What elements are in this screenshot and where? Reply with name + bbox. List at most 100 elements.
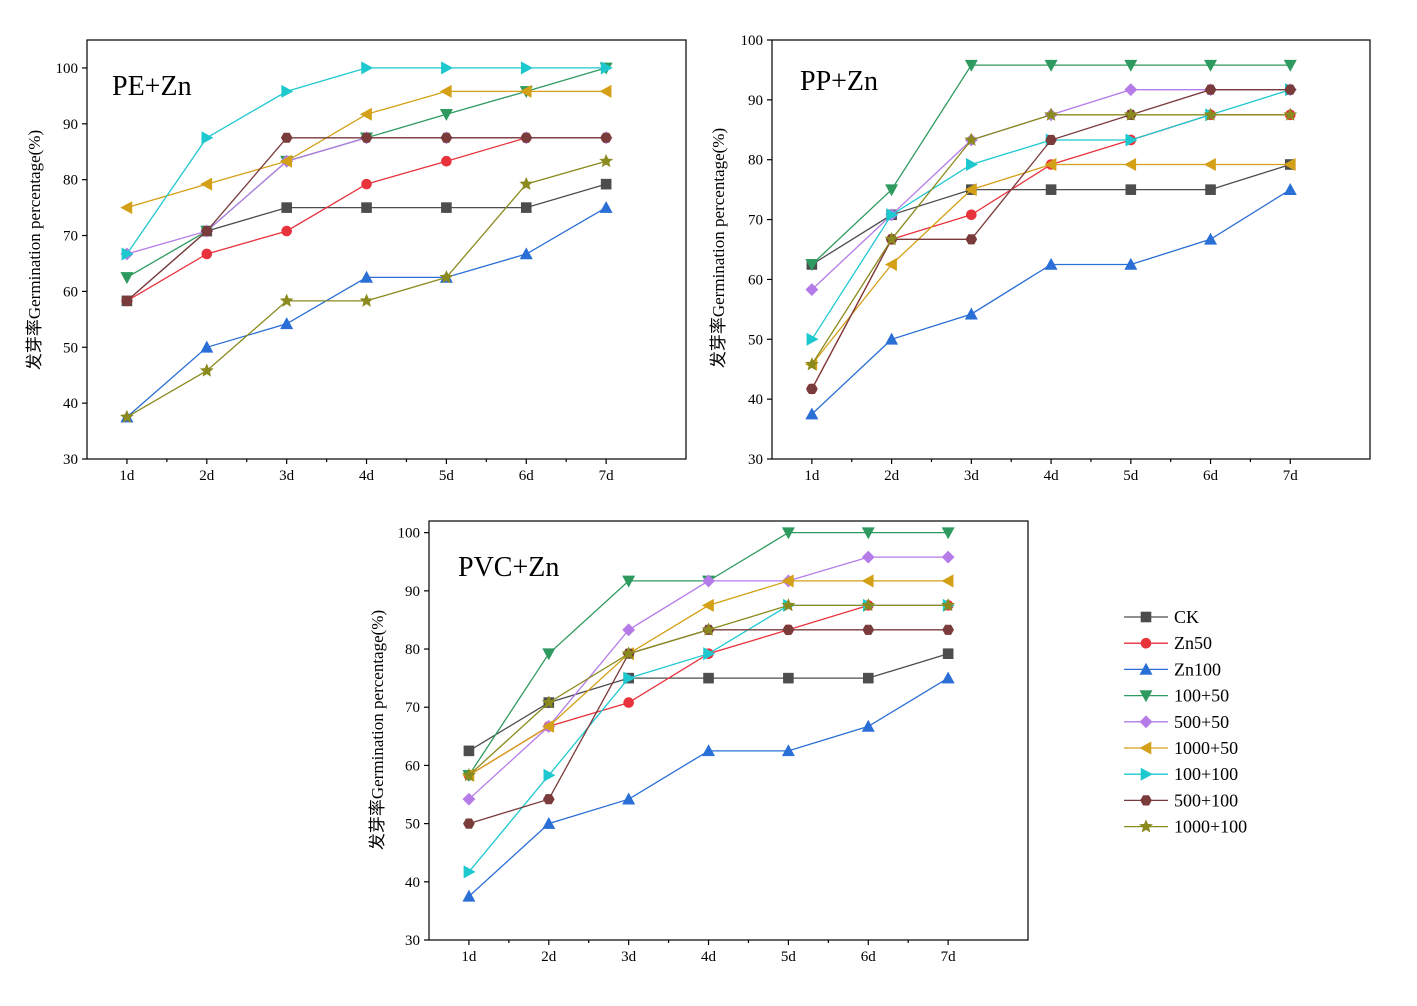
data-point — [361, 202, 372, 213]
data-point — [441, 155, 452, 167]
series-line — [468, 604, 949, 873]
legend-entry: CK — [1124, 607, 1199, 627]
data-point — [599, 153, 614, 168]
series-line — [126, 67, 607, 278]
data-point — [542, 794, 555, 805]
series-1000+100 — [462, 598, 956, 782]
data-point — [964, 132, 979, 146]
legend-entry: Zn50 — [1124, 633, 1212, 653]
data-point — [885, 332, 899, 345]
data-point — [884, 257, 897, 271]
data-point — [1204, 232, 1218, 245]
y-tick-label: 50 — [63, 340, 78, 356]
series-500+50 — [120, 131, 613, 261]
y-tick-label: 50 — [748, 332, 763, 348]
data-point — [806, 383, 818, 395]
x-tick-label: 4d — [1044, 468, 1060, 484]
series-line — [811, 163, 1291, 266]
data-point — [600, 178, 612, 190]
data-point — [360, 270, 374, 283]
data-point — [1044, 107, 1058, 121]
data-point — [1204, 59, 1218, 72]
legend-marker — [1140, 611, 1152, 623]
legend-label: Zn50 — [1174, 633, 1212, 653]
series-line — [811, 189, 1291, 415]
data-point — [542, 648, 556, 661]
y-tick-label: 90 — [63, 117, 78, 133]
y-tick-label: 30 — [748, 452, 763, 468]
y-tick-label: 100 — [398, 526, 421, 542]
series-500+100 — [121, 132, 612, 307]
legend-label: 500+50 — [1174, 712, 1229, 732]
data-point — [462, 889, 476, 902]
data-point — [519, 247, 533, 260]
x-tick-label: 4d — [359, 468, 375, 484]
series-line — [811, 114, 1291, 365]
series-100+50 — [120, 62, 613, 285]
y-tick-label: 40 — [63, 396, 78, 412]
data-point — [702, 574, 715, 588]
y-tick-label: 80 — [405, 642, 420, 658]
data-point — [1284, 84, 1297, 95]
series-CK — [806, 159, 1296, 270]
legend-entry: 500+100 — [1124, 790, 1238, 810]
data-point — [862, 624, 875, 635]
y-tick-label: 70 — [405, 700, 420, 716]
series-line — [811, 89, 1291, 390]
data-point — [121, 295, 133, 307]
data-point — [520, 61, 533, 75]
data-point — [1203, 157, 1216, 172]
series-line — [126, 160, 607, 418]
data-point — [781, 527, 795, 540]
data-point — [439, 84, 452, 98]
x-tick-label: 4d — [701, 949, 717, 965]
legend-label: 100+50 — [1174, 686, 1229, 706]
data-point — [120, 272, 134, 285]
x-tick-label: 5d — [1123, 468, 1139, 484]
series-line — [126, 207, 607, 418]
x-tick-label: 5d — [781, 949, 797, 965]
data-point — [281, 202, 292, 213]
data-point — [861, 598, 876, 612]
data-point — [281, 84, 294, 98]
y-tick-label: 30 — [405, 933, 420, 949]
data-point — [782, 624, 795, 635]
data-point — [622, 792, 636, 805]
data-point — [941, 671, 955, 684]
x-tick-label: 7d — [941, 949, 957, 965]
legend: CK Zn50 Zn100 100+50 500+50 1000+50 100+100 500… — [1124, 607, 1247, 837]
y-tick-label: 100 — [56, 61, 79, 77]
data-point — [462, 792, 476, 806]
series-line — [126, 137, 607, 255]
y-tick-label: 70 — [63, 229, 78, 245]
panel-title: PVC+Zn — [458, 552, 559, 583]
legend-label: 100+100 — [1174, 764, 1238, 784]
data-point — [463, 818, 475, 829]
legend-entry: Zn100 — [1124, 659, 1221, 679]
chart-panel-3: 30 40 50 60 70 80 90 100 1d 2d 3d 4d 5d 6d 7d PVC+Zn 发芽率… — [368, 520, 1029, 965]
series-Zn100 — [805, 183, 1297, 420]
series-1000+100 — [120, 153, 614, 424]
plot-frame — [428, 520, 1029, 941]
data-point — [622, 623, 636, 637]
x-tick-label: 6d — [519, 468, 535, 484]
data-point — [1123, 107, 1138, 121]
data-point — [942, 624, 954, 635]
data-point — [462, 768, 476, 782]
data-point — [861, 527, 875, 540]
data-point — [1203, 107, 1218, 121]
y-tick-label: 80 — [748, 153, 763, 169]
data-point — [861, 719, 875, 732]
data-point — [439, 270, 454, 284]
data-point — [886, 208, 899, 222]
legend-marker — [1139, 819, 1153, 833]
data-point — [703, 672, 714, 684]
legend-label: 500+100 — [1174, 790, 1238, 810]
series-500+100 — [806, 84, 1297, 395]
data-point — [701, 598, 714, 612]
legend-marker — [1140, 637, 1152, 649]
data-point — [121, 247, 134, 261]
series-Zn50 — [806, 109, 1296, 395]
x-tick-label: 5d — [439, 468, 455, 484]
